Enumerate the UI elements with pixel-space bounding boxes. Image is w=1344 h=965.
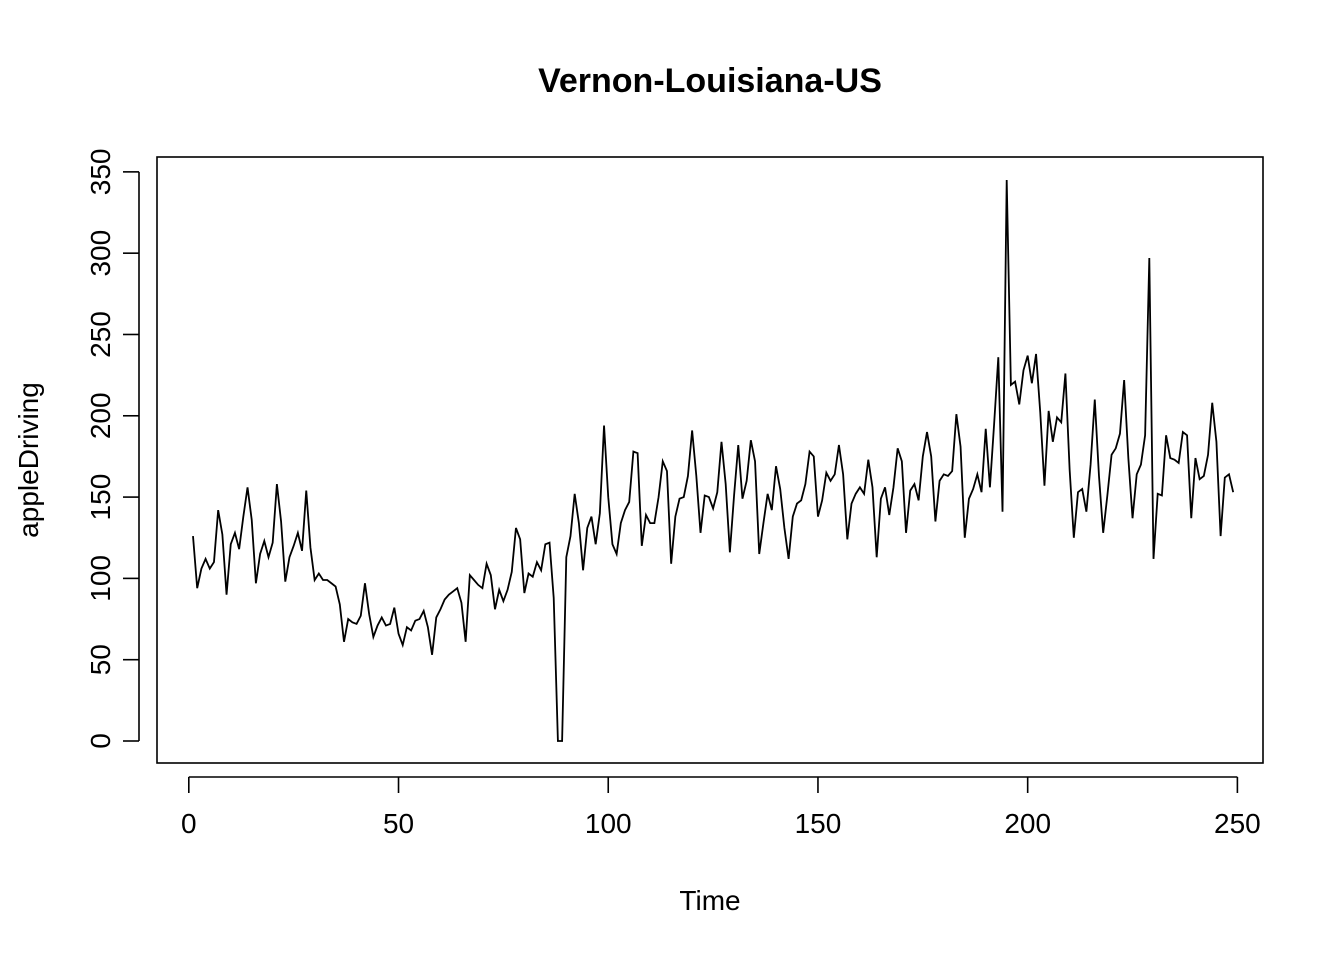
y-tick-label: 100 xyxy=(85,555,116,602)
y-tick-label: 350 xyxy=(85,149,116,196)
plot-box xyxy=(156,156,1264,764)
y-tick-label: 250 xyxy=(85,311,116,358)
x-tick-label: 0 xyxy=(181,808,197,839)
y-axis: 0 50 100 150 200 250 300 350 xyxy=(85,149,140,749)
y-tick-label: 300 xyxy=(85,230,116,277)
x-axis: 0 50 100 150 200 250 xyxy=(181,776,1261,839)
y-axis-label: appleDriving xyxy=(13,382,44,538)
series-line xyxy=(192,179,1235,742)
x-tick-label: 200 xyxy=(1004,808,1051,839)
x-axis-label: Time xyxy=(679,885,740,916)
y-tick-label: 0 xyxy=(85,733,116,749)
y-tick-label: 50 xyxy=(85,644,116,675)
chart-title: Vernon-Louisiana-US xyxy=(538,62,882,100)
x-tick-label: 100 xyxy=(585,808,632,839)
x-tick-label: 250 xyxy=(1214,808,1261,839)
y-tick-label: 200 xyxy=(85,392,116,439)
x-tick-label: 150 xyxy=(795,808,842,839)
series-layer xyxy=(192,179,1235,742)
x-tick-label: 50 xyxy=(383,808,414,839)
y-tick-label: 150 xyxy=(85,474,116,521)
